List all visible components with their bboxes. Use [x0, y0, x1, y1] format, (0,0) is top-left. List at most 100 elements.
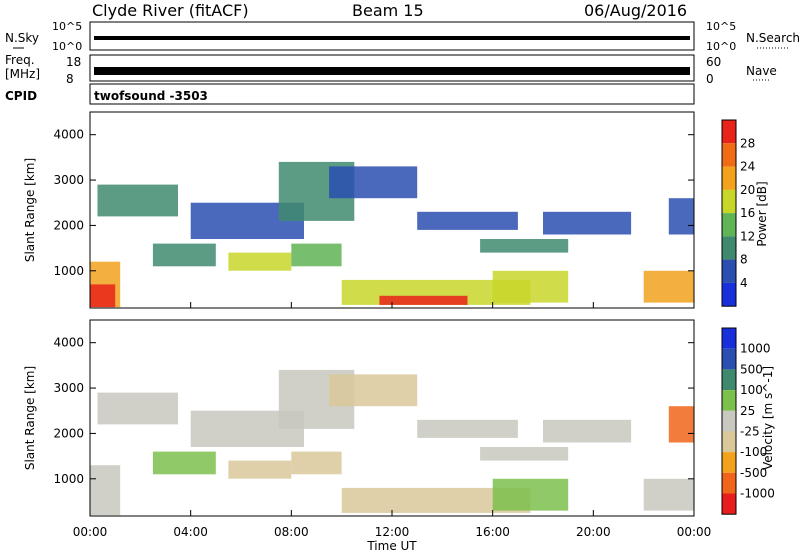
- power-colorbar-segment-0: [722, 120, 736, 144]
- velocity-colorbar-segment-3: [722, 390, 736, 411]
- nsearch-label: N.Search: [746, 31, 800, 45]
- power-colorbar-tick-3: 16: [740, 206, 755, 220]
- velocity-colorbar-tick-6: -500: [740, 466, 767, 480]
- velocity-region-7: [329, 374, 418, 407]
- velocity-colorbar-tick-4: -25: [740, 424, 760, 438]
- nsky-label: N.Sky: [5, 31, 39, 45]
- power-y-ticks: 1000 2000 3000 4000: [53, 128, 694, 278]
- velocity-colorbar-segment-8: [722, 493, 736, 515]
- power-region-8: [329, 166, 418, 199]
- velocity-colorbar-tick-7: -1000: [740, 487, 775, 501]
- x-tick-label-2: 08:00: [274, 525, 309, 539]
- power-colorbar-segment-3: [722, 189, 736, 214]
- power-colorbar: 28 24 20 16 12 8 4: [721, 119, 755, 307]
- power-region-3: [152, 243, 216, 267]
- velocity-region-4: [228, 460, 292, 479]
- velocity-colorbar-segment-4: [722, 410, 736, 432]
- velocity-colorbar-tick-0: 1000: [740, 342, 771, 356]
- velocity-region-2: [152, 451, 216, 475]
- power-region-16: [668, 198, 694, 235]
- velocity-region-10: [480, 447, 569, 461]
- x-tick-label-6: 00:00: [677, 525, 712, 539]
- velocity-region-13: [643, 478, 694, 511]
- velocity-colorbar-label: Velocity [m s^-1]: [761, 366, 775, 470]
- power-region-14: [543, 211, 632, 235]
- beam-label: Beam 15: [352, 1, 424, 20]
- noise-sky-trace: [94, 36, 690, 40]
- power-region-5: [228, 252, 292, 271]
- power-colorbar-label: Power [dB]: [755, 181, 769, 246]
- velocity-region-0: [90, 465, 121, 516]
- power-colorbar-frame: [721, 119, 737, 307]
- power-colorbar-tick-6: 4: [740, 276, 748, 290]
- power-colorbar-segment-1: [722, 143, 736, 167]
- cpid-panel: CPID twofsound -3503: [5, 83, 695, 105]
- velocity-ytick-label-2: 3000: [53, 381, 84, 395]
- power-colorbar-segment-4: [722, 213, 736, 237]
- frequency-panel: Freq. [MHz] Nave 18 8 60 0: [5, 53, 777, 86]
- velocity-region-6: [291, 451, 342, 475]
- velocity-region-1: [97, 392, 178, 425]
- power-region-11: [417, 211, 518, 230]
- velocity-region-9: [417, 419, 518, 438]
- power-region-2: [97, 184, 178, 217]
- velocity-colorbar-frame: [721, 327, 737, 515]
- velocity-colorbar-segment-1: [722, 348, 736, 370]
- power-region-13: [492, 270, 569, 303]
- velocity-region-14: [668, 406, 694, 443]
- freq-tick-top: 18: [66, 55, 81, 69]
- freq-label-line1: Freq.: [5, 53, 35, 67]
- velocity-panel: 1000 2000 3000 4000 Slant Range [km] 1000 50…: [23, 319, 775, 517]
- power-ytick-label-0: 1000: [53, 264, 84, 278]
- power-colorbar-tick-2: 20: [740, 183, 755, 197]
- freq-tick-bottom: 8: [66, 72, 74, 86]
- power-ytick-label-2: 3000: [53, 173, 84, 187]
- x-tick-label-0: 00:00: [73, 525, 108, 539]
- velocity-colorbar-tick-3: 25: [740, 404, 755, 418]
- power-colorbar-tick-1: 24: [740, 160, 755, 174]
- x-tick-label-3: 12:00: [375, 525, 410, 539]
- x-tick-label-1: 04:00: [173, 525, 208, 539]
- velocity-region-11: [492, 478, 569, 511]
- noise-tick-right-top: 10^5: [706, 20, 736, 33]
- velocity-ytick-label-3: 4000: [53, 336, 84, 350]
- power-region-15: [643, 270, 694, 303]
- power-region-7: [291, 243, 342, 267]
- velocity-colorbar-segment-2: [722, 369, 736, 391]
- nave-tick-bottom: 0: [706, 72, 714, 86]
- x-axis: 00:00 04:00 08:00 12:00 16:00 20:00 00:00: [73, 302, 712, 539]
- nave-label: Nave: [746, 64, 777, 78]
- frequency-trace: [94, 67, 690, 75]
- power-colorbar-segment-6: [722, 259, 736, 283]
- x-tick-label-4: 16:00: [475, 525, 510, 539]
- velocity-y-label: Slant Range [km]: [23, 366, 37, 470]
- power-region-1: [90, 284, 116, 308]
- velocity-colorbar-segment-6: [722, 452, 736, 473]
- velocity-ytick-label-1: 2000: [53, 426, 84, 440]
- power-region-10: [379, 295, 468, 305]
- cpid-label: CPID: [5, 89, 37, 103]
- power-colorbar-segment-7: [722, 282, 736, 307]
- nave-tick-top: 60: [706, 55, 721, 69]
- plot-title: Clyde River (fitACF): [92, 1, 249, 20]
- noise-tick-right-bottom: 10^0: [706, 40, 736, 53]
- power-ytick-label-1: 2000: [53, 218, 84, 232]
- cpid-value: twofsound -3503: [94, 89, 208, 103]
- noise-tick-left-bottom: 10^0: [52, 40, 82, 53]
- x-tick-label-5: 20:00: [576, 525, 611, 539]
- power-colorbar-tick-5: 8: [740, 253, 748, 267]
- power-panel: 1000 2000 3000 4000 Slant Range [km] 28 24 20…: [23, 111, 769, 309]
- power-ytick-label-3: 4000: [53, 128, 84, 142]
- noise-tick-left-top: 10^5: [52, 20, 82, 33]
- velocity-ytick-label-0: 1000: [53, 472, 84, 486]
- freq-label-line2: [MHz]: [5, 67, 40, 81]
- velocity-colorbar-segment-5: [722, 431, 736, 453]
- velocity-colorbar-tick-2: 100: [740, 383, 763, 397]
- date-label: 06/Aug/2016: [584, 1, 687, 20]
- velocity-region-12: [543, 419, 632, 443]
- velocity-colorbar-segment-7: [722, 472, 736, 494]
- power-region-12: [480, 239, 569, 253]
- velocity-colorbar-tick-5: -100: [740, 445, 767, 459]
- velocity-colorbar-tick-1: 500: [740, 362, 763, 376]
